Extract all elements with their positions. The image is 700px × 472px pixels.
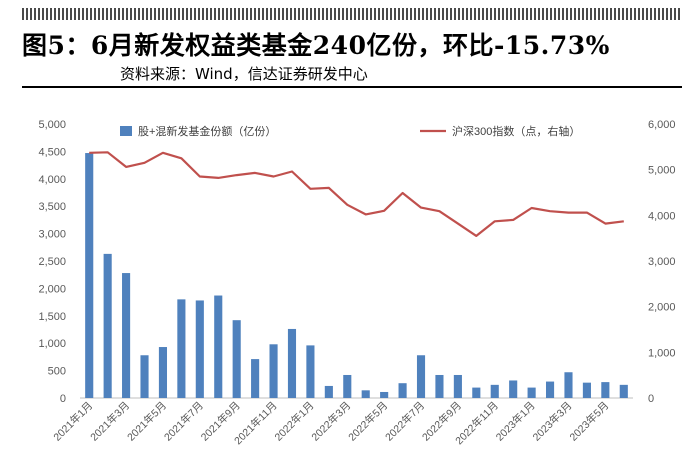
figure-source: 资料来源：Wind，信达证券研发中心 xyxy=(120,65,368,83)
y-right-tick-label: 6,000 xyxy=(648,119,676,131)
bar xyxy=(435,374,444,398)
bar xyxy=(527,387,536,398)
bar xyxy=(509,380,518,398)
y-left-tick-label: 2,500 xyxy=(38,256,66,268)
bar xyxy=(380,391,389,398)
bar xyxy=(306,345,315,398)
y-left-tick-label: 3,500 xyxy=(38,201,66,213)
bar xyxy=(177,299,186,398)
bar xyxy=(416,355,426,398)
bar xyxy=(122,273,131,398)
bar xyxy=(269,344,278,398)
y-right-tick-label: 5,000 xyxy=(648,165,676,177)
bar xyxy=(251,359,260,398)
legend-line-label: 沪深300指数（点，右轴） xyxy=(452,124,580,138)
y-left-tick-label: 2,000 xyxy=(38,283,66,295)
bar xyxy=(398,383,407,398)
title-top-rule xyxy=(22,8,682,20)
bar xyxy=(85,153,94,398)
y-right-tick-label: 3,000 xyxy=(648,256,676,268)
bar xyxy=(582,382,591,398)
y-left-tick-label: 500 xyxy=(48,366,66,378)
figure-title: 图5：6月新发权益类基金240亿份，环比-15.73% xyxy=(22,31,610,60)
bar xyxy=(214,295,223,398)
bar xyxy=(545,381,555,398)
title-divider xyxy=(22,86,682,88)
bar xyxy=(140,355,149,398)
bar xyxy=(361,390,370,398)
bar xyxy=(601,382,610,398)
bar xyxy=(490,384,499,398)
legend-bar-swatch xyxy=(120,126,132,136)
bar xyxy=(103,253,112,398)
y-left-tick-label: 5,000 xyxy=(38,119,66,131)
y-right-tick-label: 2,000 xyxy=(648,302,676,314)
bar xyxy=(324,385,333,398)
y-left-tick-label: 1,000 xyxy=(38,338,66,350)
legend-bar-label: 股+混新发基金份额（亿份） xyxy=(138,124,276,138)
y-left-tick-label: 4,500 xyxy=(38,146,66,158)
bar xyxy=(472,387,481,398)
bar xyxy=(453,374,462,398)
bar xyxy=(195,300,204,398)
bar xyxy=(343,374,352,398)
y-left-tick-label: 3,000 xyxy=(38,229,66,241)
x-tick-label: 2023年5月 xyxy=(567,399,612,444)
y-left-tick-label: 0 xyxy=(60,393,66,405)
bar xyxy=(287,328,297,398)
bar xyxy=(619,384,628,398)
series-line xyxy=(89,151,624,237)
y-right-tick-label: 1,000 xyxy=(648,347,676,359)
y-right-tick-label: 0 xyxy=(648,393,654,405)
y-left-tick-label: 4,000 xyxy=(38,174,66,186)
y-left-tick-label: 1,500 xyxy=(38,311,66,323)
bar xyxy=(232,320,241,398)
bar xyxy=(158,347,168,398)
y-right-tick-label: 4,000 xyxy=(648,210,676,222)
bar xyxy=(564,372,573,398)
